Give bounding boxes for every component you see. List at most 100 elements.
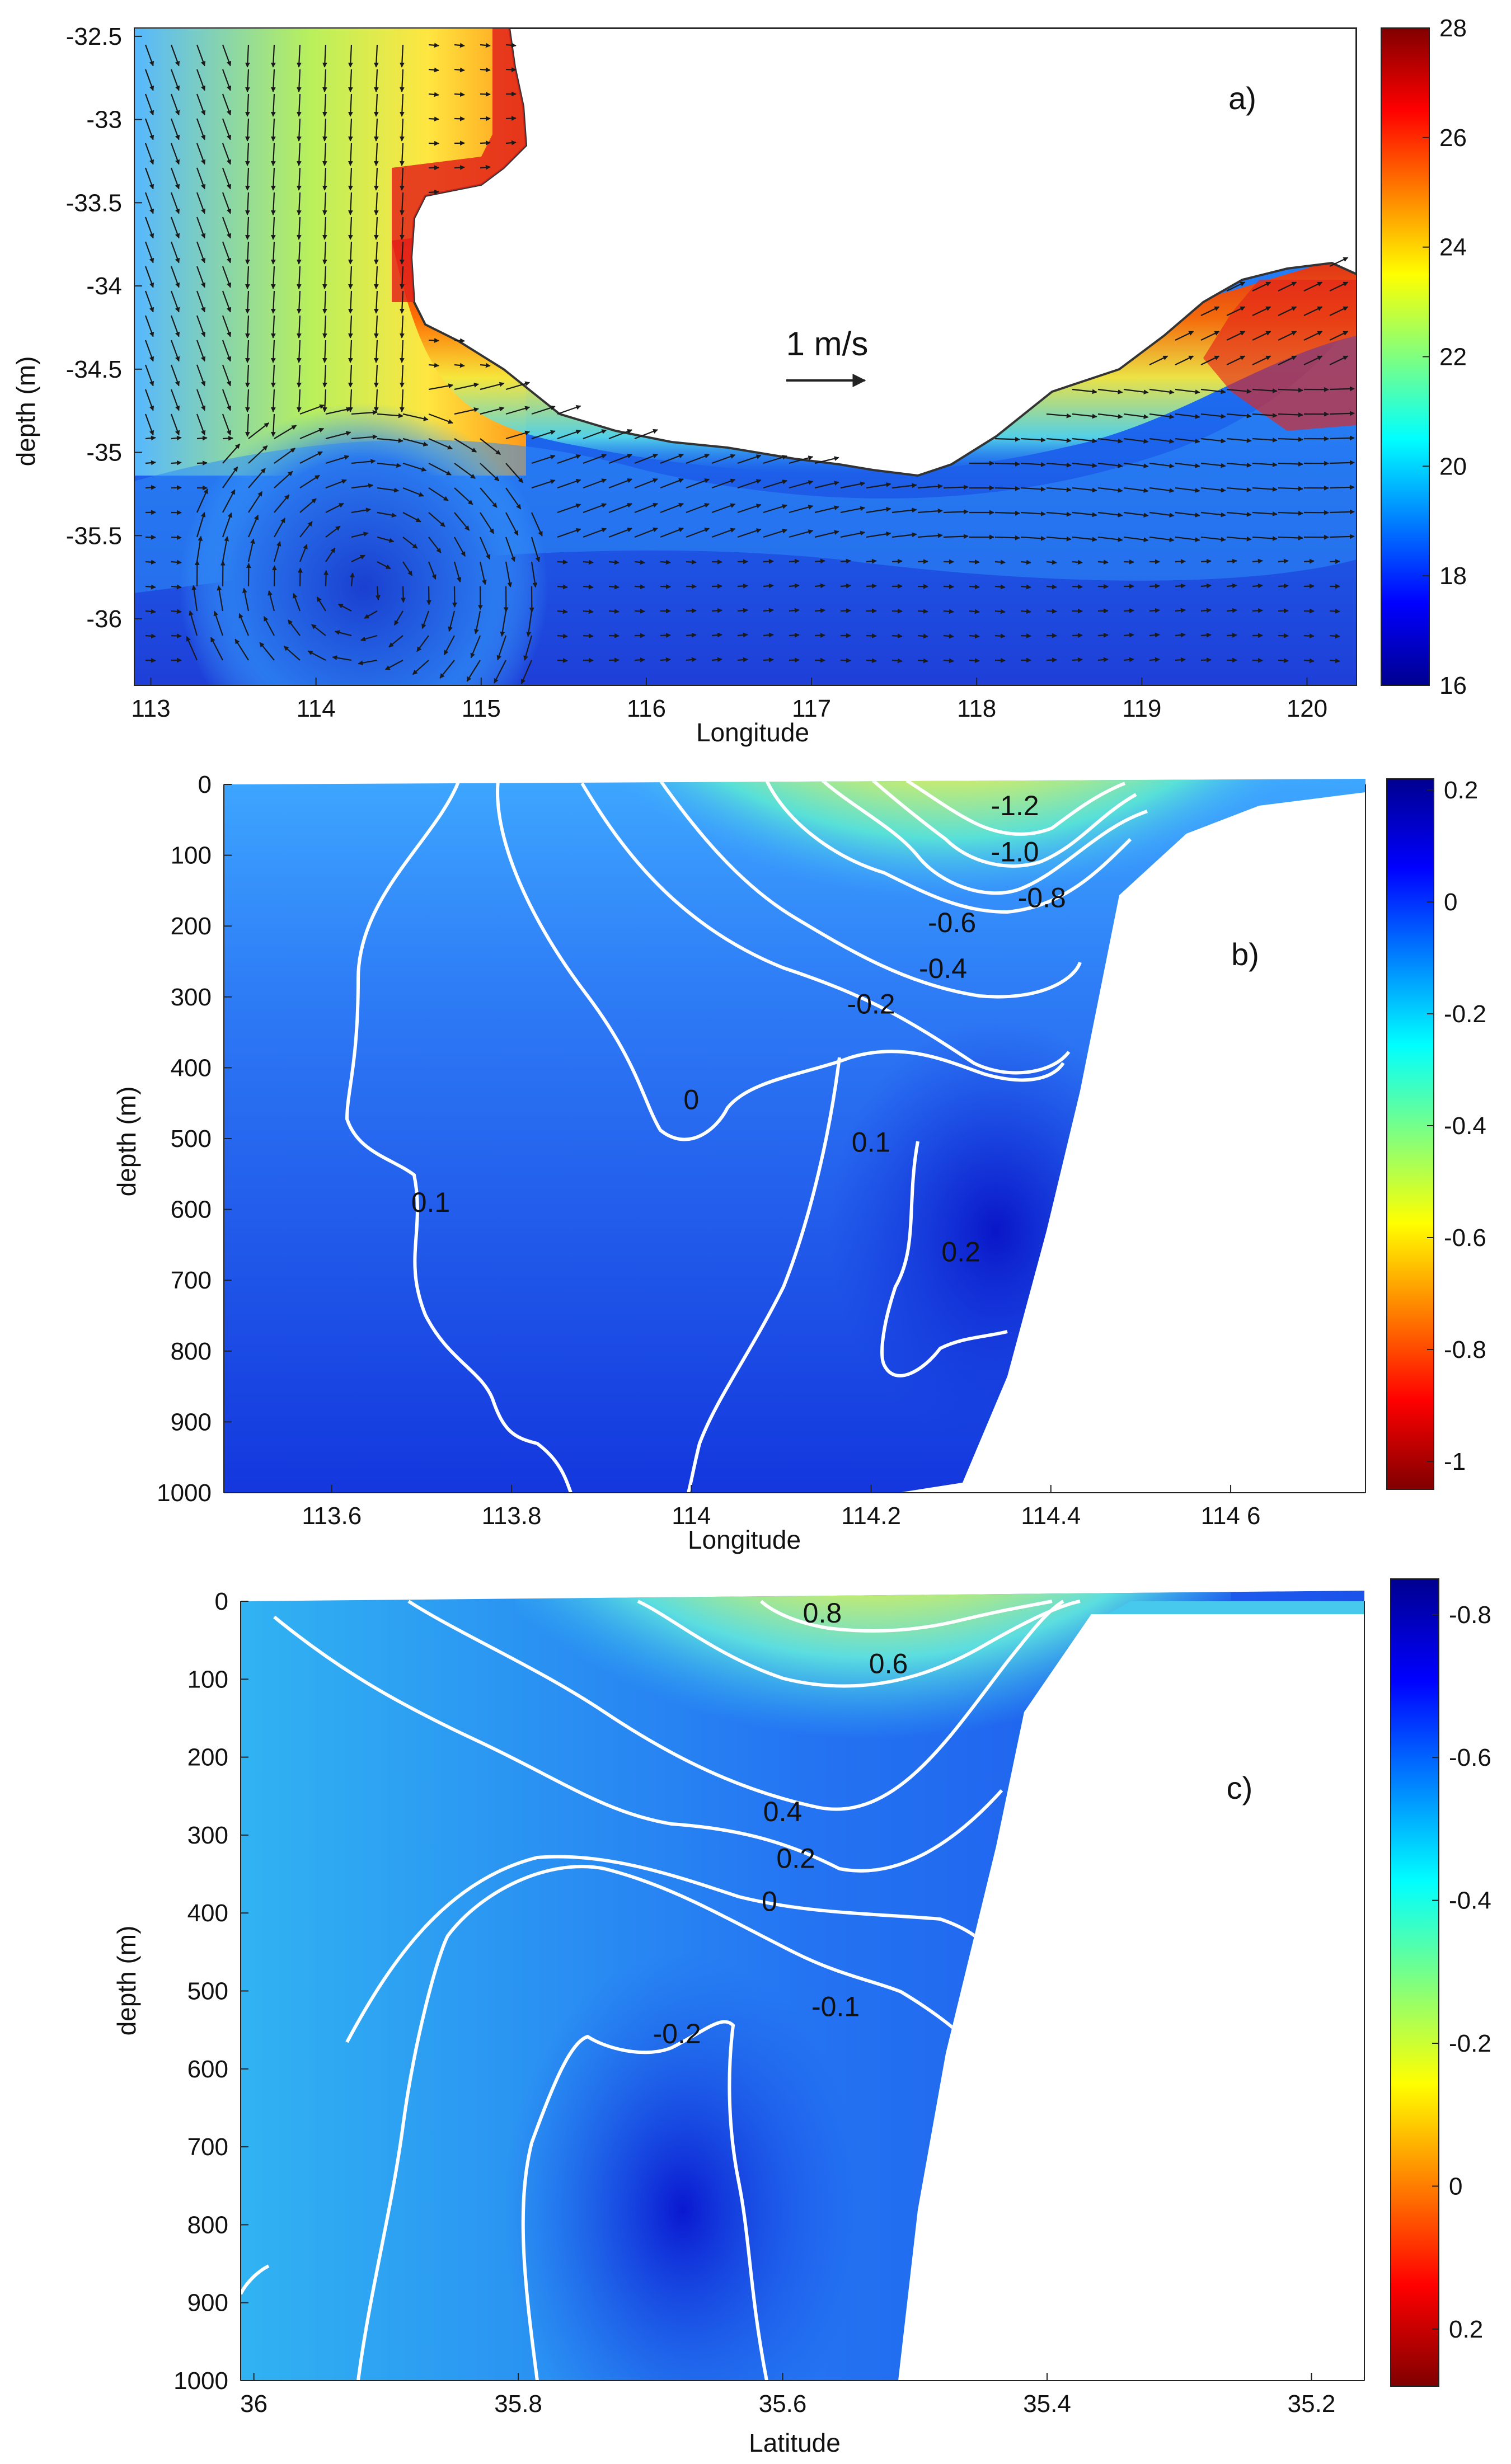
velocity-arrow [325,455,350,464]
y-tick-label: 700 [171,1267,212,1294]
velocity-arrow [374,266,379,289]
velocity-arrow [271,217,276,240]
velocity-arrow [1072,438,1097,444]
velocity-arrow [1226,331,1246,341]
velocity-arrow [557,609,568,614]
velocity-arrow [245,364,250,388]
velocity-arrow [348,315,353,338]
velocity-arrow [170,217,180,239]
velocity-arrow [428,537,442,553]
velocity-arrow [917,609,928,614]
velocity-arrow [170,364,180,387]
colorbar-tick-label: 26 [1439,124,1467,152]
velocity-arrow [1149,632,1160,638]
velocity-arrow [505,406,531,415]
velocity-arrow [1252,438,1278,443]
velocity-arrow [1329,355,1349,365]
velocity-arrow [145,435,156,441]
velocity-arrow [248,468,266,488]
velocity-arrow [789,505,814,514]
velocity-arrow [144,340,154,362]
velocity-arrow [1097,413,1123,419]
velocity-arrow [494,660,506,684]
velocity-arrow [1072,413,1097,419]
velocity-arrow [196,143,206,165]
velocity-arrow [222,266,232,288]
velocity-arrow [144,290,154,313]
velocity-arrow [1149,462,1175,469]
velocity-arrow [711,608,722,613]
velocity-arrow [297,340,302,363]
y-tick-label: 800 [187,2211,228,2239]
velocity-arrow [454,43,465,48]
velocity-arrow [608,528,632,538]
velocity-arrow [917,508,943,514]
velocity-arrow [1149,438,1175,444]
velocity-arrow [943,485,969,490]
panel-c-colorbar-ticks: -0.8 -0.6 -0.4 -0.2 0 0.2 [1432,1601,1491,2343]
panel-c-contours [241,1600,1081,2381]
velocity-arrow [170,143,180,165]
velocity-arrow [144,364,154,387]
velocity-arrow [402,512,421,523]
velocity-arrow [814,633,825,638]
velocity-arrow [348,69,353,92]
velocity-arrow [1200,487,1226,493]
velocity-arrow [245,143,250,166]
velocity-arrow [351,532,369,538]
velocity-arrow [1175,632,1186,638]
velocity-arrow [891,507,917,514]
y-tick-label: 500 [171,1125,212,1153]
panel-a-label: a) [1228,81,1256,116]
velocity-arrow [144,69,154,91]
colorbar-tick-label: -0.6 [1444,1224,1486,1252]
velocity-scale-label: 1 m/s [786,325,869,363]
velocity-arrow [1252,608,1263,613]
velocity-arrow [1226,583,1237,589]
velocity-arrow [307,650,326,661]
velocity-arrow [274,471,293,488]
velocity-arrow [789,455,814,464]
velocity-arrow [531,430,556,440]
velocity-arrow [322,118,327,142]
velocity-arrow [428,363,439,368]
velocity-arrow [1252,281,1271,291]
velocity-arrow [994,535,1020,540]
velocity-arrow [325,479,347,489]
velocity-arrow [943,658,954,664]
velocity-arrow [144,143,154,165]
velocity-arrow [245,266,250,289]
colorbar-tick-label: -1 [1444,1448,1466,1475]
velocity-arrow [1200,558,1212,564]
velocity-arrow [969,584,980,590]
velocity-arrow [608,503,632,514]
velocity-arrow [222,536,229,562]
velocity-arrow [348,266,353,289]
velocity-arrow [443,635,455,656]
velocity-arrow [374,69,379,92]
velocity-arrow [196,488,208,513]
velocity-arrow [505,512,519,536]
velocity-arrow [145,584,156,590]
velocity-arrow [271,241,276,265]
velocity-arrow [374,118,379,142]
velocity-arrow [348,118,353,142]
velocity-arrow [428,383,454,391]
velocity-arrow [1149,657,1160,662]
velocity-arrow [351,507,371,514]
velocity-arrow [377,462,402,468]
velocity-arrow [428,561,437,580]
velocity-arrow [943,584,954,589]
velocity-arrow [1072,633,1083,638]
velocity-arrow [145,485,156,490]
panel-a: 1 m/s a) 113 114 115 116 117 118 119 120 -32.5 -3… [11,15,1467,747]
velocity-arrow [189,610,198,636]
velocity-arrow [171,485,182,491]
velocity-arrow [686,608,697,614]
velocity-arrow [634,478,658,489]
contour-label: -1.0 [991,836,1039,867]
velocity-arrow [1329,257,1349,267]
velocity-arrow [274,494,290,513]
velocity-arrow [196,217,206,239]
velocity-arrow [377,413,403,418]
